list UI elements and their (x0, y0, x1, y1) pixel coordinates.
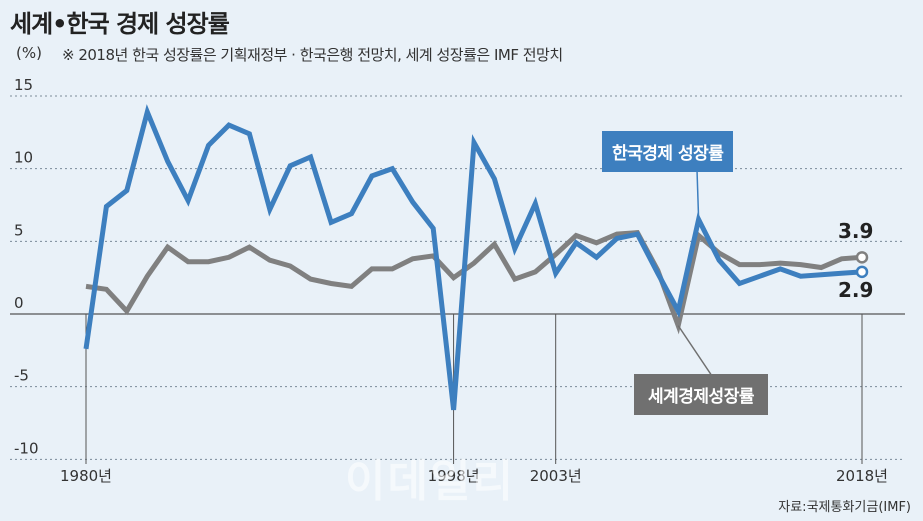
y-tick-label: 5 (14, 221, 24, 239)
watermark: 이데일리 (345, 456, 515, 507)
x-tick-label: 2003년 (530, 467, 582, 485)
y-axis-ticks: 15 10 5 0 -5 -10 (14, 76, 39, 457)
korea-growth-line (83, 104, 863, 411)
y-tick-label: 0 (14, 294, 24, 312)
chart-title: 세계•한국 경제 성장률 (10, 10, 230, 38)
world-growth-line (85, 229, 863, 335)
y-tick-label: 10 (14, 149, 33, 167)
x-tick-label: 1980년 (60, 467, 112, 485)
world-pointer (677, 325, 713, 377)
source-label: 자료:국제통화기금(IMF) (778, 500, 911, 515)
world-series-label: 세계경제성장률 (634, 374, 768, 415)
chart-note: ※ 2018년 한국 성장률은 기획재정부 · 한국은행 전망치, 세계 성장률… (62, 46, 563, 64)
x-axis-ticks: 1980년 1998년 2003년 2018년 (60, 314, 888, 485)
y-tick-label: -5 (14, 367, 29, 385)
x-tick-label: 2018년 (836, 467, 888, 485)
korea-series-label: 한국경제 성장률 (602, 131, 734, 172)
series-lines (83, 104, 869, 411)
y-tick-label: -10 (14, 439, 39, 457)
world-end-marker (855, 251, 869, 264)
x-tick-label: 1998년 (428, 467, 480, 485)
unit-label: (%) (16, 44, 42, 62)
korea-end-marker (855, 265, 869, 279)
korea-pointer (696, 169, 700, 220)
callout-pointers (677, 169, 713, 377)
world-end-value: 3.9 (838, 219, 874, 244)
y-tick-label: 15 (14, 76, 33, 94)
korea-end-value: 2.9 (838, 277, 874, 302)
